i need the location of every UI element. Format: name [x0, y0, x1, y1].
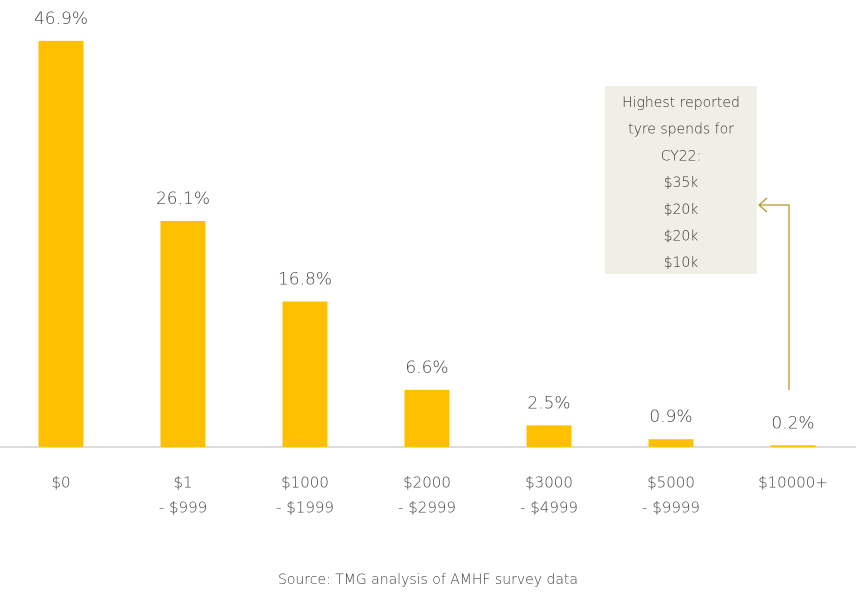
x-tick-label: $10000+: [758, 474, 828, 492]
bar: [770, 445, 816, 447]
annotation-arrow: [760, 204, 790, 390]
x-tick-label: $0: [51, 474, 70, 492]
value-label: 6.6%: [405, 358, 448, 378]
annotation-line: $10k: [664, 255, 699, 271]
arrow-head: [758, 197, 768, 213]
value-label: 2.5%: [527, 393, 570, 413]
value-label: 16.8%: [278, 270, 332, 290]
bar: [648, 439, 694, 447]
annotation-line: CY22:: [661, 148, 702, 164]
annotation-line: $35k: [664, 175, 699, 191]
x-tick-label: - $2999: [398, 499, 456, 517]
x-tick-label: $2000: [403, 474, 451, 492]
annotation-line: $20k: [664, 229, 699, 245]
bar: [160, 220, 206, 447]
x-tick-label: - $999: [159, 499, 207, 517]
x-tick-label: $1000: [281, 474, 329, 492]
annotation-line: tyre spends for: [628, 122, 734, 138]
annotation-box: [605, 86, 757, 274]
source: Source: TMG analysis of AMHF survey data: [278, 572, 578, 588]
x-tick-label: - $4999: [520, 499, 578, 517]
value-label: 46.9%: [34, 9, 88, 29]
x-tick-label: $1: [173, 474, 192, 492]
bar: [282, 301, 328, 447]
bar: [38, 40, 84, 447]
x-tick-label: $3000: [525, 474, 573, 492]
value-label: 26.1%: [156, 189, 210, 209]
annotation-line: Highest reported: [622, 95, 740, 111]
annotation-line: $20k: [664, 202, 699, 218]
bar: [404, 389, 450, 447]
bar: [526, 425, 572, 447]
x-tick-label: - $1999: [276, 499, 334, 517]
x-tick-label: - $9999: [642, 499, 700, 517]
x-tick-label: $5000: [647, 474, 695, 492]
value-label: 0.2%: [771, 413, 814, 433]
value-label: 0.9%: [649, 407, 692, 427]
